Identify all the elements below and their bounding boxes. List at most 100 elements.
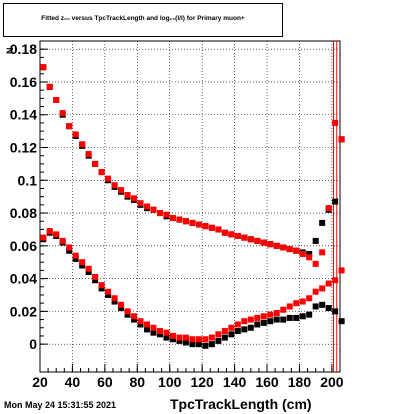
data-point-s1-9 [98,169,105,176]
data-point-s1-7 [85,151,92,158]
data-point-s2-16 [144,326,151,333]
data-point-s2-22 [182,339,189,346]
data-point-s2-30 [234,328,241,335]
data-point-s2-20 [169,336,176,343]
data-point-s2-8 [92,277,99,284]
data-point-s1-42 [312,260,319,267]
data-point-s1-46 [338,136,345,143]
data-point-s3-44 [325,280,332,287]
y-tick-label-0: 0 [29,336,37,352]
y-tick-label-8: 0.16 [10,74,37,90]
data-point-s1-18 [157,210,163,217]
data-point-s3-27 [215,331,222,338]
data-point-s3-9 [98,282,105,289]
data-point-s1-34 [260,239,267,246]
data-point-s1-5 [72,131,79,138]
y-tick-label-4: 0.08 [10,205,37,221]
data-point-s2-44 [325,305,332,312]
data-point-s0-42 [312,237,319,244]
data-point-s1-38 [286,246,293,253]
data-point-s1-8 [92,160,99,167]
data-point-s2-10 [105,291,112,298]
data-point-s1-6 [79,141,86,148]
data-point-s2-39 [293,314,300,321]
data-point-s1-10 [105,175,112,182]
data-point-s1-33 [254,237,261,244]
data-point-s3-6 [79,259,86,266]
data-point-s2-37 [280,316,287,323]
data-point-s0-43 [319,219,326,226]
x-tick-label-0: 20 [32,374,48,390]
x-axis-label: TpcTrackLength (cm) [170,396,312,412]
data-point-s1-35 [267,241,274,248]
data-point-s3-20 [169,332,176,339]
data-point-s2-19 [163,334,170,341]
chart-title: Fitted z₀₀ versus TpcTrackLength and log… [41,15,245,22]
data-point-s3-22 [182,334,189,341]
data-point-s2-45 [332,308,339,315]
title-box: Fitted z₀₀ versus TpcTrackLength and log… [3,3,283,37]
data-point-s2-24 [195,341,202,348]
data-point-s2-38 [286,314,293,321]
data-point-s3-2 [53,231,60,238]
data-point-s2-43 [319,301,326,308]
data-point-s3-25 [202,336,209,343]
data-point-s3-29 [228,324,235,331]
data-point-s1-45 [332,119,339,126]
data-point-s2-35 [267,318,274,325]
x-tick-label-6: 140 [223,374,247,390]
data-point-s3-41 [306,295,313,302]
data-point-s1-1 [46,83,53,90]
data-point-s2-27 [215,337,222,344]
data-point-s1-0 [40,64,47,71]
data-point-s1-20 [169,214,176,221]
data-point-s3-4 [66,244,73,251]
data-point-s2-4 [66,247,73,254]
data-point-s3-23 [189,336,196,343]
data-point-s1-26 [208,224,215,231]
data-point-s1-44 [325,205,332,212]
data-point-s2-13 [124,311,131,318]
data-point-s2-12 [118,305,125,312]
data-point-s1-22 [182,218,189,225]
x-tick-label-7: 160 [255,374,279,390]
data-point-s1-43 [319,249,326,256]
data-point-s1-37 [280,244,287,251]
y-tick-label-1: 0.02 [10,303,37,319]
plot-area [39,40,341,373]
data-point-s0-45 [332,198,339,205]
data-point-s2-23 [189,341,196,348]
data-point-s3-10 [105,288,112,295]
data-point-s3-14 [131,313,138,320]
data-point-s3-1 [46,228,53,235]
data-point-s2-32 [247,324,254,331]
data-point-s2-40 [299,313,306,320]
data-point-s2-46 [338,318,345,325]
data-point-s2-18 [157,331,163,338]
data-point-s2-5 [72,255,79,262]
data-point-s3-3 [59,237,66,244]
data-point-s1-41 [306,254,313,261]
data-point-s2-11 [111,298,118,305]
data-point-s3-40 [299,298,306,305]
data-point-s3-16 [144,321,151,328]
data-point-s3-43 [319,285,326,292]
data-point-s3-45 [332,277,339,284]
data-point-s1-32 [247,236,254,243]
data-point-s3-18 [157,328,163,335]
data-point-s2-17 [150,329,157,336]
y-tick-label-5: 0.1 [18,172,38,188]
data-point-s2-33 [254,321,261,328]
data-point-s3-13 [124,308,131,315]
data-point-s1-27 [215,226,222,233]
data-point-s3-17 [150,324,157,331]
y-tick-label-9: 0.18 [10,41,37,57]
data-point-s1-40 [299,251,306,258]
x-tick-label-3: 80 [130,374,146,390]
data-point-s2-7 [85,269,92,276]
data-point-s1-11 [111,182,118,189]
data-point-s3-30 [234,321,241,328]
data-point-s1-14 [131,195,138,202]
data-point-s2-14 [131,316,138,323]
data-point-s1-25 [202,223,209,230]
